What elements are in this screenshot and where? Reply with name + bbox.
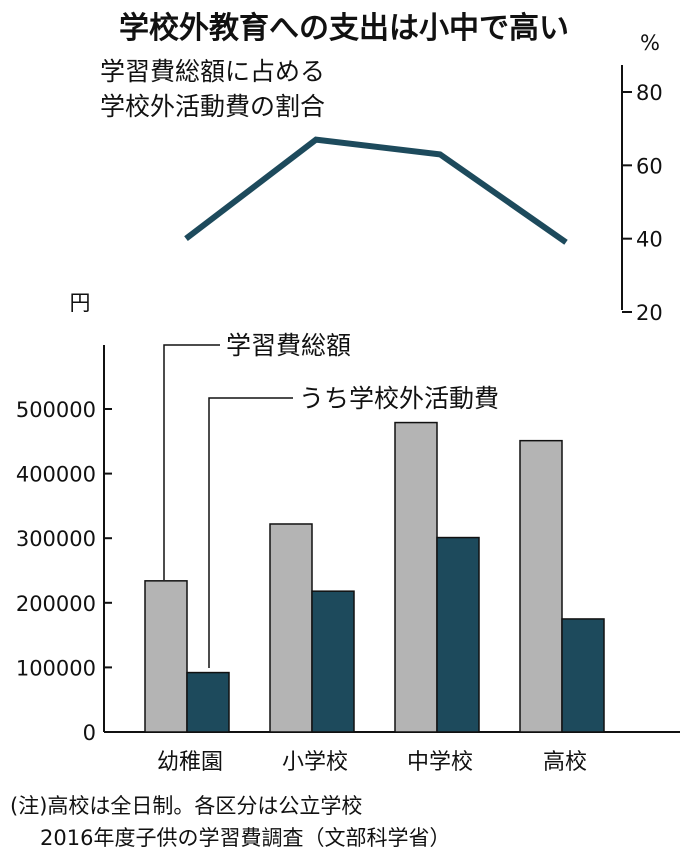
- bar-y-tick-label: 300000: [16, 527, 96, 551]
- bar-total: [519, 439, 563, 733]
- line-annotation-line-1: 学習費総額に占める: [100, 57, 325, 86]
- x-category-label: 中学校: [407, 750, 473, 775]
- bar-y-tick-label: 200000: [16, 592, 96, 616]
- bar-total: [394, 421, 438, 733]
- bar-y-tick-label: 100000: [16, 656, 96, 680]
- x-category-label: 幼稚園: [157, 750, 223, 775]
- line-y-tick-label: 80: [636, 81, 663, 105]
- legend-label-outside: うち学校外活動費: [299, 384, 499, 413]
- bar-outside-activities: [436, 536, 480, 733]
- bar-y-unit: 円: [70, 291, 91, 315]
- bar-y-tick-label: 0: [83, 721, 96, 745]
- bar-total: [269, 523, 313, 733]
- x-category-label: 小学校: [282, 750, 348, 775]
- legend-label-total: 学習費総額: [226, 331, 351, 360]
- legend-callout-total: [163, 344, 220, 580]
- chart-title: 学校外教育への支出は小中で高い: [119, 11, 569, 46]
- legend-callout-outside: [208, 397, 293, 668]
- line-y-tick-label: 40: [636, 228, 663, 252]
- bar-y-tick-label: 500000: [16, 398, 96, 422]
- bar-total: [144, 580, 188, 733]
- footnote-1: (注)高校は全日制。各区分は公立学校: [10, 794, 362, 818]
- bar-outside-activities: [561, 618, 605, 733]
- line-y-unit: %: [640, 31, 660, 55]
- line-y-tick-label: 60: [636, 154, 663, 178]
- footnote-2: 2016年度子供の学習費調査（文部科学省）: [40, 826, 450, 850]
- line-y-tick-label: 20: [636, 301, 663, 325]
- bar-y-tick-label: 400000: [16, 463, 96, 487]
- line-annotation-line-2: 学校外活動費の割合: [100, 92, 325, 121]
- line-series-ratio: [184, 136, 568, 245]
- x-category-label: 高校: [543, 750, 587, 775]
- bar-outside-activities: [186, 671, 230, 733]
- bar-outside-activities: [311, 590, 355, 733]
